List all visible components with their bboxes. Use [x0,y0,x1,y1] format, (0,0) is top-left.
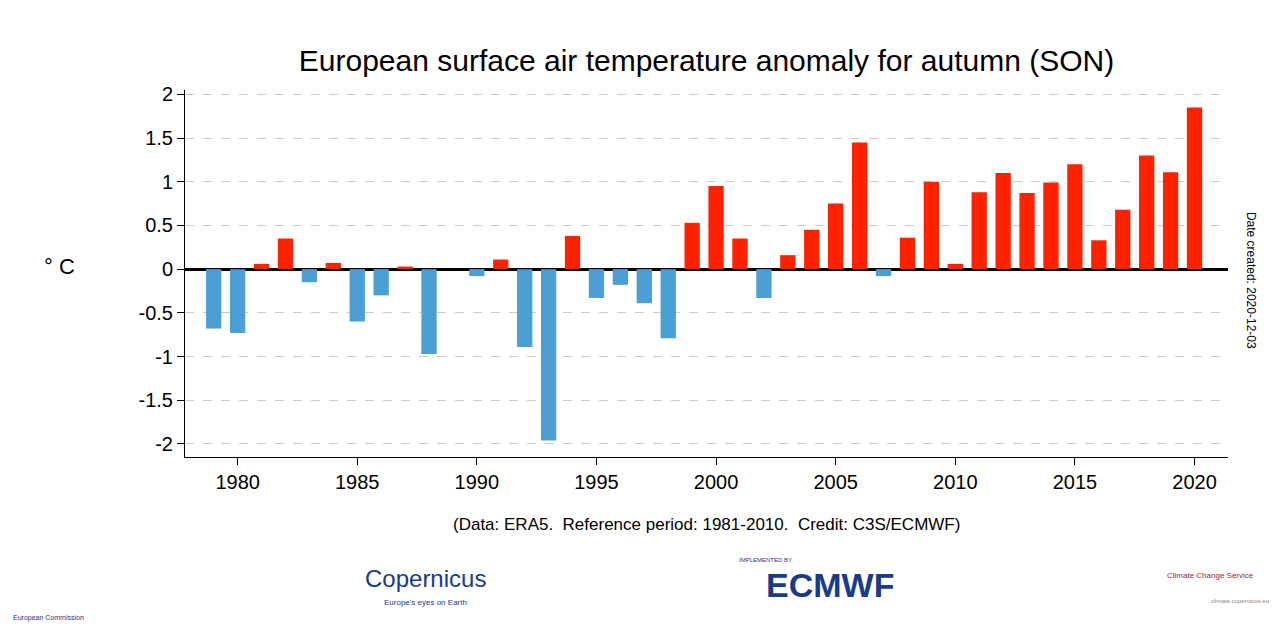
svg-text:-0.5: -0.5 [139,302,173,324]
svg-text:-1: -1 [155,346,173,368]
svg-text:0.5: 0.5 [145,214,173,236]
svg-text:2015: 2015 [1053,471,1098,493]
svg-text:2020: 2020 [1172,471,1217,493]
svg-text:ECMWF: ECMWF [766,566,894,604]
svg-text:1: 1 [162,171,173,193]
svg-text:1980: 1980 [215,471,260,493]
svg-text:1990: 1990 [455,471,500,493]
svg-text:-2: -2 [155,433,173,455]
svg-text:European Commission: European Commission [13,614,84,622]
svg-text:2010: 2010 [933,471,978,493]
svg-text:Europe's eyes on Earth: Europe's eyes on Earth [384,598,467,607]
svg-text:0: 0 [162,258,173,280]
svg-text:-1.5: -1.5 [139,389,173,411]
svg-text:2: 2 [162,83,173,105]
svg-text:1995: 1995 [574,471,619,493]
svg-text:Date created: 2020-12-03: Date created: 2020-12-03 [1244,212,1258,349]
svg-text:1.5: 1.5 [145,127,173,149]
svg-text:Copernicus: Copernicus [365,565,486,592]
svg-text:European surface air temperatu: European surface air temperature anomaly… [299,44,1114,77]
svg-text:Climate Change Service: Climate Change Service [1167,571,1254,580]
svg-text:2000: 2000 [694,471,739,493]
svg-text:climate.copernicus.eu: climate.copernicus.eu [1211,598,1269,604]
svg-text:2005: 2005 [813,471,858,493]
svg-text:° C: ° C [44,254,75,279]
svg-text:(Data: ERA5. Reference period: (Data: ERA5. Reference period: 1981-2010… [453,515,960,534]
svg-text:1985: 1985 [335,471,380,493]
svg-text:IMPLEMENTED BY: IMPLEMENTED BY [739,557,792,563]
